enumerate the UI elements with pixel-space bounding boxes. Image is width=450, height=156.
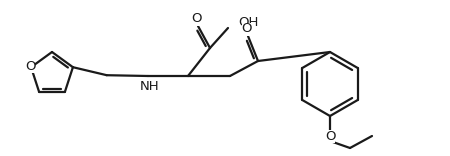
Text: O: O xyxy=(325,129,335,142)
Text: O: O xyxy=(191,12,201,25)
Text: NH: NH xyxy=(140,80,160,93)
Text: OH: OH xyxy=(238,17,258,29)
Text: O: O xyxy=(25,60,36,73)
Text: O: O xyxy=(242,22,252,36)
